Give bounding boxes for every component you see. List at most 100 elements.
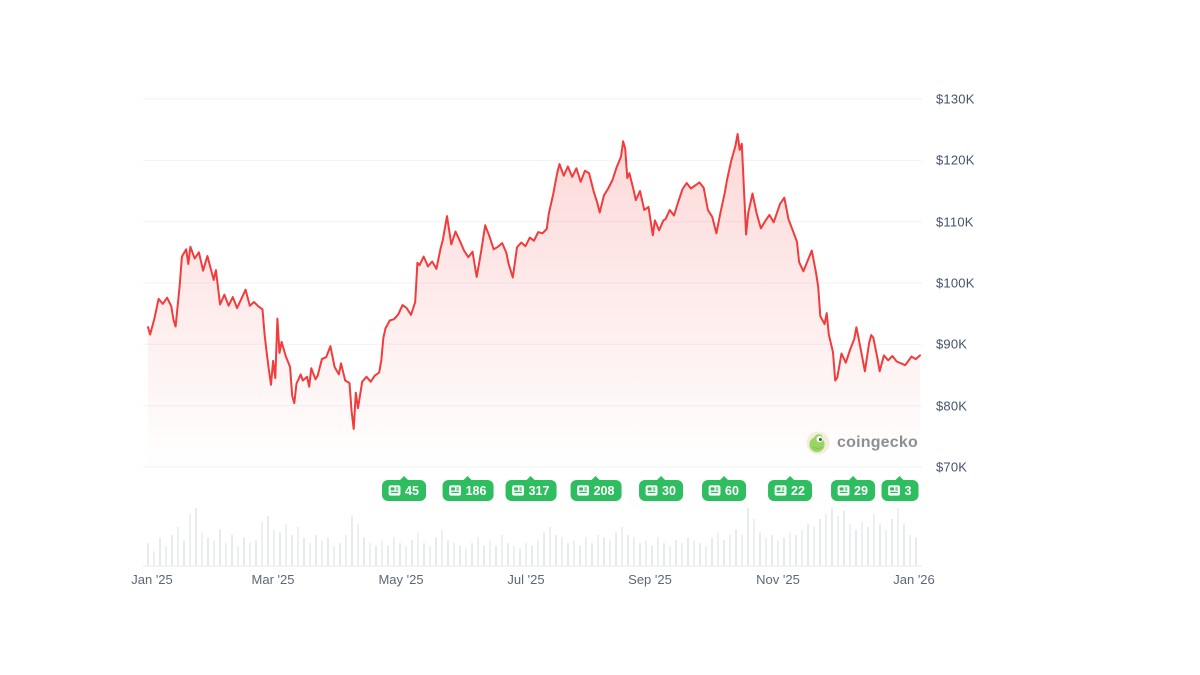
volume-bar bbox=[255, 540, 257, 566]
volume-bar bbox=[765, 537, 767, 566]
volume-bar bbox=[693, 540, 695, 566]
volume-bar bbox=[297, 526, 299, 566]
volume-bar bbox=[201, 532, 203, 566]
volume-bar bbox=[897, 508, 899, 566]
volume-bar bbox=[729, 535, 731, 566]
news-icon bbox=[708, 485, 721, 496]
volume-bar bbox=[585, 537, 587, 566]
news-count-badge[interactable]: 22 bbox=[768, 476, 812, 501]
volume-bar bbox=[681, 543, 683, 566]
volume-bar bbox=[501, 535, 503, 566]
volume-bar bbox=[183, 540, 185, 566]
volume-bar bbox=[783, 537, 785, 566]
y-axis-tick-label: $100K bbox=[936, 275, 975, 291]
volume-bar bbox=[609, 540, 611, 566]
volume-bar bbox=[651, 545, 653, 566]
volume-bar bbox=[657, 537, 659, 566]
volume-bar bbox=[267, 516, 269, 566]
volume-bar bbox=[189, 513, 191, 566]
x-axis-tick-label: Sep '25 bbox=[628, 572, 672, 587]
volume-bar bbox=[261, 521, 263, 566]
volume-bar bbox=[477, 537, 479, 566]
volume-bar bbox=[147, 543, 149, 566]
volume-bar bbox=[561, 537, 563, 566]
volume-bar bbox=[669, 545, 671, 566]
volume-bar bbox=[345, 535, 347, 566]
volume-bar bbox=[915, 537, 917, 566]
volume-bar bbox=[423, 543, 425, 566]
news-count-badge[interactable]: 186 bbox=[442, 476, 494, 501]
y-axis-tick-label: $130K bbox=[936, 91, 975, 107]
volume-bar bbox=[855, 529, 857, 566]
news-count-badge[interactable]: 3 bbox=[881, 476, 919, 501]
volume-bar bbox=[429, 545, 431, 566]
volume-bar bbox=[879, 524, 881, 566]
volume-bar bbox=[387, 545, 389, 566]
volume-bar bbox=[159, 537, 161, 566]
volume-bar bbox=[195, 508, 197, 566]
watermark-text: coingecko bbox=[837, 434, 918, 451]
volume-bar bbox=[273, 529, 275, 566]
volume-bar bbox=[873, 513, 875, 566]
volume-bar bbox=[399, 543, 401, 566]
volume-bar bbox=[885, 529, 887, 566]
volume-bar bbox=[645, 540, 647, 566]
volume-bar bbox=[453, 543, 455, 566]
volume-bar bbox=[537, 540, 539, 566]
volume-bar bbox=[435, 537, 437, 566]
volume-bar bbox=[837, 516, 839, 566]
news-count-badge[interactable]: 317 bbox=[505, 476, 557, 501]
news-count-badge[interactable]: 29 bbox=[831, 476, 875, 501]
volume-bar bbox=[471, 543, 473, 566]
volume-bar bbox=[675, 540, 677, 566]
volume-bar bbox=[291, 535, 293, 566]
news-icon bbox=[388, 485, 401, 496]
volume-bar bbox=[849, 524, 851, 566]
volume-bar bbox=[315, 535, 317, 566]
volume-bar bbox=[489, 540, 491, 566]
volume-bar bbox=[171, 535, 173, 566]
volume-bar bbox=[369, 543, 371, 566]
volume-bar bbox=[381, 540, 383, 566]
news-icon bbox=[449, 485, 461, 496]
y-axis-tick-label: $120K bbox=[936, 152, 975, 168]
x-axis-tick-label: Jul '25 bbox=[507, 572, 545, 587]
news-count-badge[interactable]: 60 bbox=[702, 476, 746, 501]
volume-bar bbox=[705, 545, 707, 566]
news-count-badge[interactable]: 30 bbox=[639, 476, 683, 501]
volume-bar bbox=[741, 535, 743, 566]
volume-bar bbox=[867, 526, 869, 566]
volume-bar bbox=[411, 540, 413, 566]
volume-bar bbox=[909, 535, 911, 566]
price-area-fill bbox=[148, 134, 920, 467]
volume-bar bbox=[363, 537, 365, 566]
news-icon bbox=[512, 485, 524, 496]
news-count: 45 bbox=[405, 483, 419, 498]
volume-bar bbox=[789, 532, 791, 566]
news-icon bbox=[888, 485, 900, 496]
news-count-badge[interactable]: 208 bbox=[570, 476, 622, 501]
news-icon bbox=[774, 485, 787, 496]
volume-bar bbox=[573, 540, 575, 566]
volume-bar bbox=[483, 545, 485, 566]
volume-bar bbox=[219, 529, 221, 566]
y-axis-tick-label: $80K bbox=[936, 398, 968, 414]
x-axis-tick-label: Jan '25 bbox=[131, 572, 173, 587]
volume-bar bbox=[327, 537, 329, 566]
volume-bar bbox=[813, 526, 815, 566]
news-icon bbox=[645, 485, 658, 496]
volume-bar bbox=[303, 537, 305, 566]
volume-bar bbox=[177, 526, 179, 566]
volume-bar bbox=[231, 535, 233, 566]
x-axis-tick-label: Mar '25 bbox=[251, 572, 295, 587]
volume-bar bbox=[543, 532, 545, 566]
volume-bar bbox=[825, 513, 827, 566]
volume-bar bbox=[753, 518, 755, 566]
volume-bar bbox=[579, 545, 581, 566]
volume-bar bbox=[249, 543, 251, 566]
news-count-badge[interactable]: 45 bbox=[382, 476, 426, 501]
coingecko-watermark: coingecko bbox=[806, 431, 918, 455]
x-axis-tick-label: May '25 bbox=[378, 572, 424, 587]
volume-bar bbox=[459, 545, 461, 566]
